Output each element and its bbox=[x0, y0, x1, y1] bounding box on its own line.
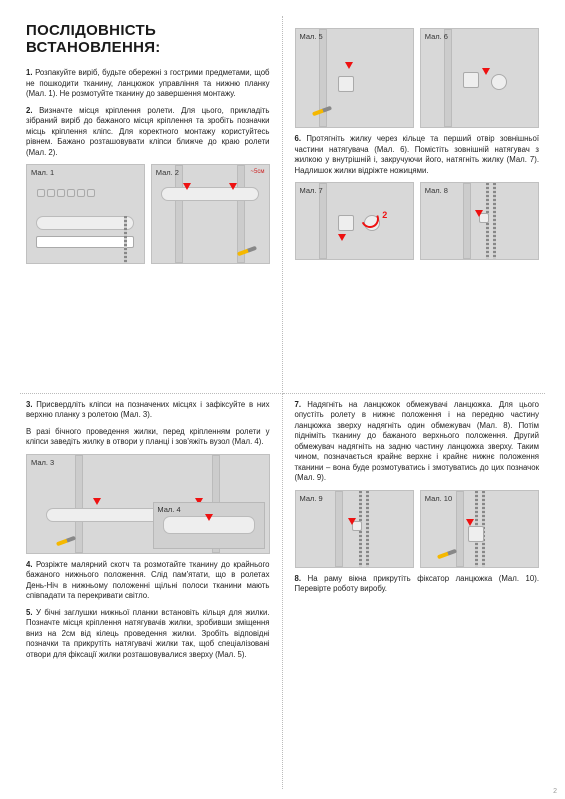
figure-10: Мал. 10 bbox=[420, 490, 539, 568]
step-6-text: Протягніть жилку через кільце та перший … bbox=[295, 134, 540, 175]
quadrant-top-left: ПОСЛІДОВНІСТЬ ВСТАНОВЛЕННЯ: 1. Розпакуйт… bbox=[20, 16, 283, 394]
step-4-text: Розріжте малярний скотч та розмотайте тк… bbox=[26, 560, 270, 601]
figure-4: Мал. 4 bbox=[153, 502, 264, 549]
step-4: 4. Розріжте малярний скотч та розмотайте… bbox=[26, 560, 270, 602]
step-4-num: 4. bbox=[26, 560, 33, 569]
instruction-page: ПОСЛІДОВНІСТЬ ВСТАНОВЛЕННЯ: 1. Розпакуйт… bbox=[0, 0, 565, 799]
step-2-num: 2. bbox=[26, 106, 33, 115]
step-5-text: У бічні заглушки нижньої планки встанові… bbox=[26, 608, 270, 659]
fig-row-5-6: Мал. 5 Мал. 6 bbox=[295, 28, 540, 128]
page-title: ПОСЛІДОВНІСТЬ ВСТАНОВЛЕННЯ: bbox=[26, 22, 270, 56]
figure-5-label: Мал. 5 bbox=[300, 32, 323, 41]
figure-1: Мал. 1 bbox=[26, 164, 145, 264]
step-7-num: 7. bbox=[295, 400, 302, 409]
figure-2-annot: ~5см bbox=[251, 169, 265, 175]
fig-row-3-4: Мал. 3 Мал. 4 bbox=[26, 454, 270, 554]
figure-2-label: Мал. 2 bbox=[156, 168, 179, 177]
step-1: 1. Розпакуйте виріб, будьте обережні з г… bbox=[26, 68, 270, 100]
fig-row-9-10: Мал. 9 Мал. 10 bbox=[295, 490, 540, 568]
figure-7-num: 2 bbox=[382, 210, 387, 220]
step-3-num: 3. bbox=[26, 400, 33, 409]
figure-1-label: Мал. 1 bbox=[31, 168, 54, 177]
page-number: 2 bbox=[553, 788, 557, 795]
figure-9-label: Мал. 9 bbox=[300, 494, 323, 503]
step-7-text: Надягніть на ланцюжок обмежувачі ланцюжк… bbox=[295, 400, 540, 483]
figure-7-label: Мал. 7 bbox=[300, 186, 323, 195]
step-1-text: Розпакуйте виріб, будьте обережні з гост… bbox=[26, 68, 270, 98]
figure-2: Мал. 2 ~5см bbox=[151, 164, 270, 264]
figure-6: Мал. 6 bbox=[420, 28, 539, 128]
step-8-num: 8. bbox=[295, 574, 302, 583]
figure-6-label: Мал. 6 bbox=[425, 32, 448, 41]
quadrant-top-right: Мал. 5 Мал. 6 6. Протягніть жилку через … bbox=[283, 16, 546, 394]
step-7: 7. Надягніть на ланцюжок обмежувачі ланц… bbox=[295, 400, 540, 484]
step-3b: В разі бічного проведення жилки, перед к… bbox=[26, 427, 270, 448]
step-8-text: На раму вікна прикрутіть фіксатор ланцюж… bbox=[295, 574, 540, 594]
step-5: 5. У бічні заглушки нижньої планки встан… bbox=[26, 608, 270, 661]
step-1-num: 1. bbox=[26, 68, 33, 77]
figure-3: Мал. 3 Мал. 4 bbox=[26, 454, 270, 554]
step-2: 2. Визначте місця кріплення ролети. Для … bbox=[26, 106, 270, 159]
step-3: 3. Присвердліть кліпси на позначених міс… bbox=[26, 400, 270, 421]
step-5-num: 5. bbox=[26, 608, 33, 617]
step-6: 6. Протягніть жилку через кільце та перш… bbox=[295, 134, 540, 176]
figure-8: Мал. 8 bbox=[420, 182, 539, 260]
step-3-text: Присвердліть кліпси на позначених місцях… bbox=[26, 400, 270, 420]
fig-row-7-8: Мал. 7 2 Мал. 8 bbox=[295, 182, 540, 260]
step-2-text: Визначте місця кріплення ролети. Для цьо… bbox=[26, 106, 270, 157]
figure-7: Мал. 7 2 bbox=[295, 182, 414, 260]
figure-9: Мал. 9 bbox=[295, 490, 414, 568]
figure-10-label: Мал. 10 bbox=[425, 494, 452, 503]
fig-row-1-2: Мал. 1 Мал. 2 ~5см bbox=[26, 164, 270, 264]
step-8: 8. На раму вікна прикрутіть фіксатор лан… bbox=[295, 574, 540, 595]
figure-4-label: Мал. 4 bbox=[157, 505, 180, 514]
figure-8-label: Мал. 8 bbox=[425, 186, 448, 195]
figure-5: Мал. 5 bbox=[295, 28, 414, 128]
figure-3-label: Мал. 3 bbox=[31, 458, 54, 467]
step-6-num: 6. bbox=[295, 134, 302, 143]
quadrant-bottom-left: 3. Присвердліть кліпси на позначених міс… bbox=[20, 394, 283, 789]
quadrant-bottom-right: 7. Надягніть на ланцюжок обмежувачі ланц… bbox=[283, 394, 546, 789]
content-grid: ПОСЛІДОВНІСТЬ ВСТАНОВЛЕННЯ: 1. Розпакуйт… bbox=[0, 0, 565, 799]
